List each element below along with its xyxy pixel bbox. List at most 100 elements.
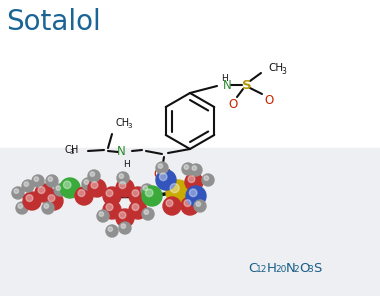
Text: H: H [222, 73, 228, 83]
Circle shape [97, 210, 109, 222]
Circle shape [23, 192, 41, 210]
Circle shape [106, 225, 118, 237]
Circle shape [186, 186, 206, 206]
Circle shape [119, 174, 124, 178]
Circle shape [132, 204, 139, 210]
Circle shape [106, 204, 113, 210]
Circle shape [156, 170, 176, 190]
Circle shape [192, 166, 196, 170]
Circle shape [144, 210, 149, 214]
Circle shape [166, 200, 173, 207]
Circle shape [190, 164, 202, 176]
Circle shape [56, 186, 60, 190]
Circle shape [44, 204, 49, 208]
Circle shape [32, 175, 44, 187]
Text: OH: OH [153, 168, 171, 181]
Text: H: H [124, 160, 130, 169]
Circle shape [90, 172, 95, 176]
Circle shape [82, 178, 94, 190]
Circle shape [106, 190, 113, 197]
Text: CH: CH [116, 118, 130, 128]
Circle shape [108, 227, 112, 231]
Circle shape [88, 170, 100, 182]
Circle shape [18, 204, 22, 208]
Circle shape [156, 162, 168, 174]
Circle shape [119, 212, 126, 218]
Circle shape [103, 187, 121, 205]
Circle shape [158, 164, 163, 168]
Circle shape [34, 177, 39, 181]
Circle shape [142, 186, 162, 206]
Circle shape [63, 181, 71, 189]
Text: 3: 3 [127, 123, 131, 129]
Circle shape [84, 180, 89, 184]
Circle shape [99, 212, 104, 216]
Text: 3: 3 [281, 67, 286, 75]
Circle shape [35, 184, 53, 202]
Text: H: H [71, 145, 78, 155]
Circle shape [116, 209, 134, 227]
Circle shape [103, 201, 121, 219]
Circle shape [141, 184, 153, 196]
Circle shape [48, 195, 55, 202]
Circle shape [38, 187, 45, 194]
Circle shape [132, 190, 139, 197]
Bar [0, 148, 380, 296]
Text: C: C [64, 145, 71, 155]
Circle shape [78, 190, 85, 197]
Text: C: C [248, 261, 257, 274]
Text: 3: 3 [307, 266, 313, 274]
Circle shape [204, 176, 209, 180]
Text: Sotalol: Sotalol [6, 8, 101, 36]
Text: N: N [117, 144, 126, 157]
Text: S: S [313, 261, 321, 274]
Circle shape [184, 165, 188, 169]
Circle shape [184, 200, 191, 207]
Circle shape [196, 202, 201, 206]
Text: O: O [264, 94, 274, 107]
Text: N: N [286, 261, 296, 274]
Text: H: H [267, 261, 277, 274]
Text: 3: 3 [70, 149, 74, 155]
Text: CH: CH [268, 63, 283, 73]
Circle shape [189, 189, 197, 197]
Circle shape [143, 186, 147, 190]
Text: 20: 20 [275, 266, 287, 274]
Bar [0, 0, 380, 148]
Circle shape [188, 176, 195, 183]
Circle shape [182, 163, 194, 175]
Circle shape [116, 179, 134, 197]
Circle shape [22, 180, 34, 192]
Circle shape [45, 192, 63, 210]
Circle shape [91, 182, 98, 189]
Circle shape [60, 178, 80, 198]
Text: O: O [299, 261, 309, 274]
Circle shape [146, 189, 153, 197]
Circle shape [54, 184, 66, 196]
Circle shape [14, 189, 19, 193]
Circle shape [117, 172, 129, 184]
Circle shape [185, 173, 203, 191]
Circle shape [129, 187, 147, 205]
Circle shape [42, 202, 54, 214]
Circle shape [129, 201, 147, 219]
Text: S: S [242, 78, 252, 91]
Circle shape [181, 197, 199, 215]
Circle shape [24, 182, 28, 186]
Circle shape [119, 182, 126, 189]
Circle shape [202, 174, 214, 186]
Circle shape [163, 197, 181, 215]
Circle shape [12, 187, 24, 199]
Text: N: N [223, 78, 232, 91]
Circle shape [26, 195, 33, 202]
Circle shape [16, 202, 28, 214]
Circle shape [121, 224, 126, 228]
Circle shape [48, 177, 52, 181]
Circle shape [142, 208, 154, 220]
Circle shape [119, 222, 131, 234]
Text: 12: 12 [256, 266, 268, 274]
Circle shape [194, 200, 206, 212]
Circle shape [159, 173, 167, 181]
Circle shape [46, 175, 58, 187]
Text: 2: 2 [293, 266, 299, 274]
